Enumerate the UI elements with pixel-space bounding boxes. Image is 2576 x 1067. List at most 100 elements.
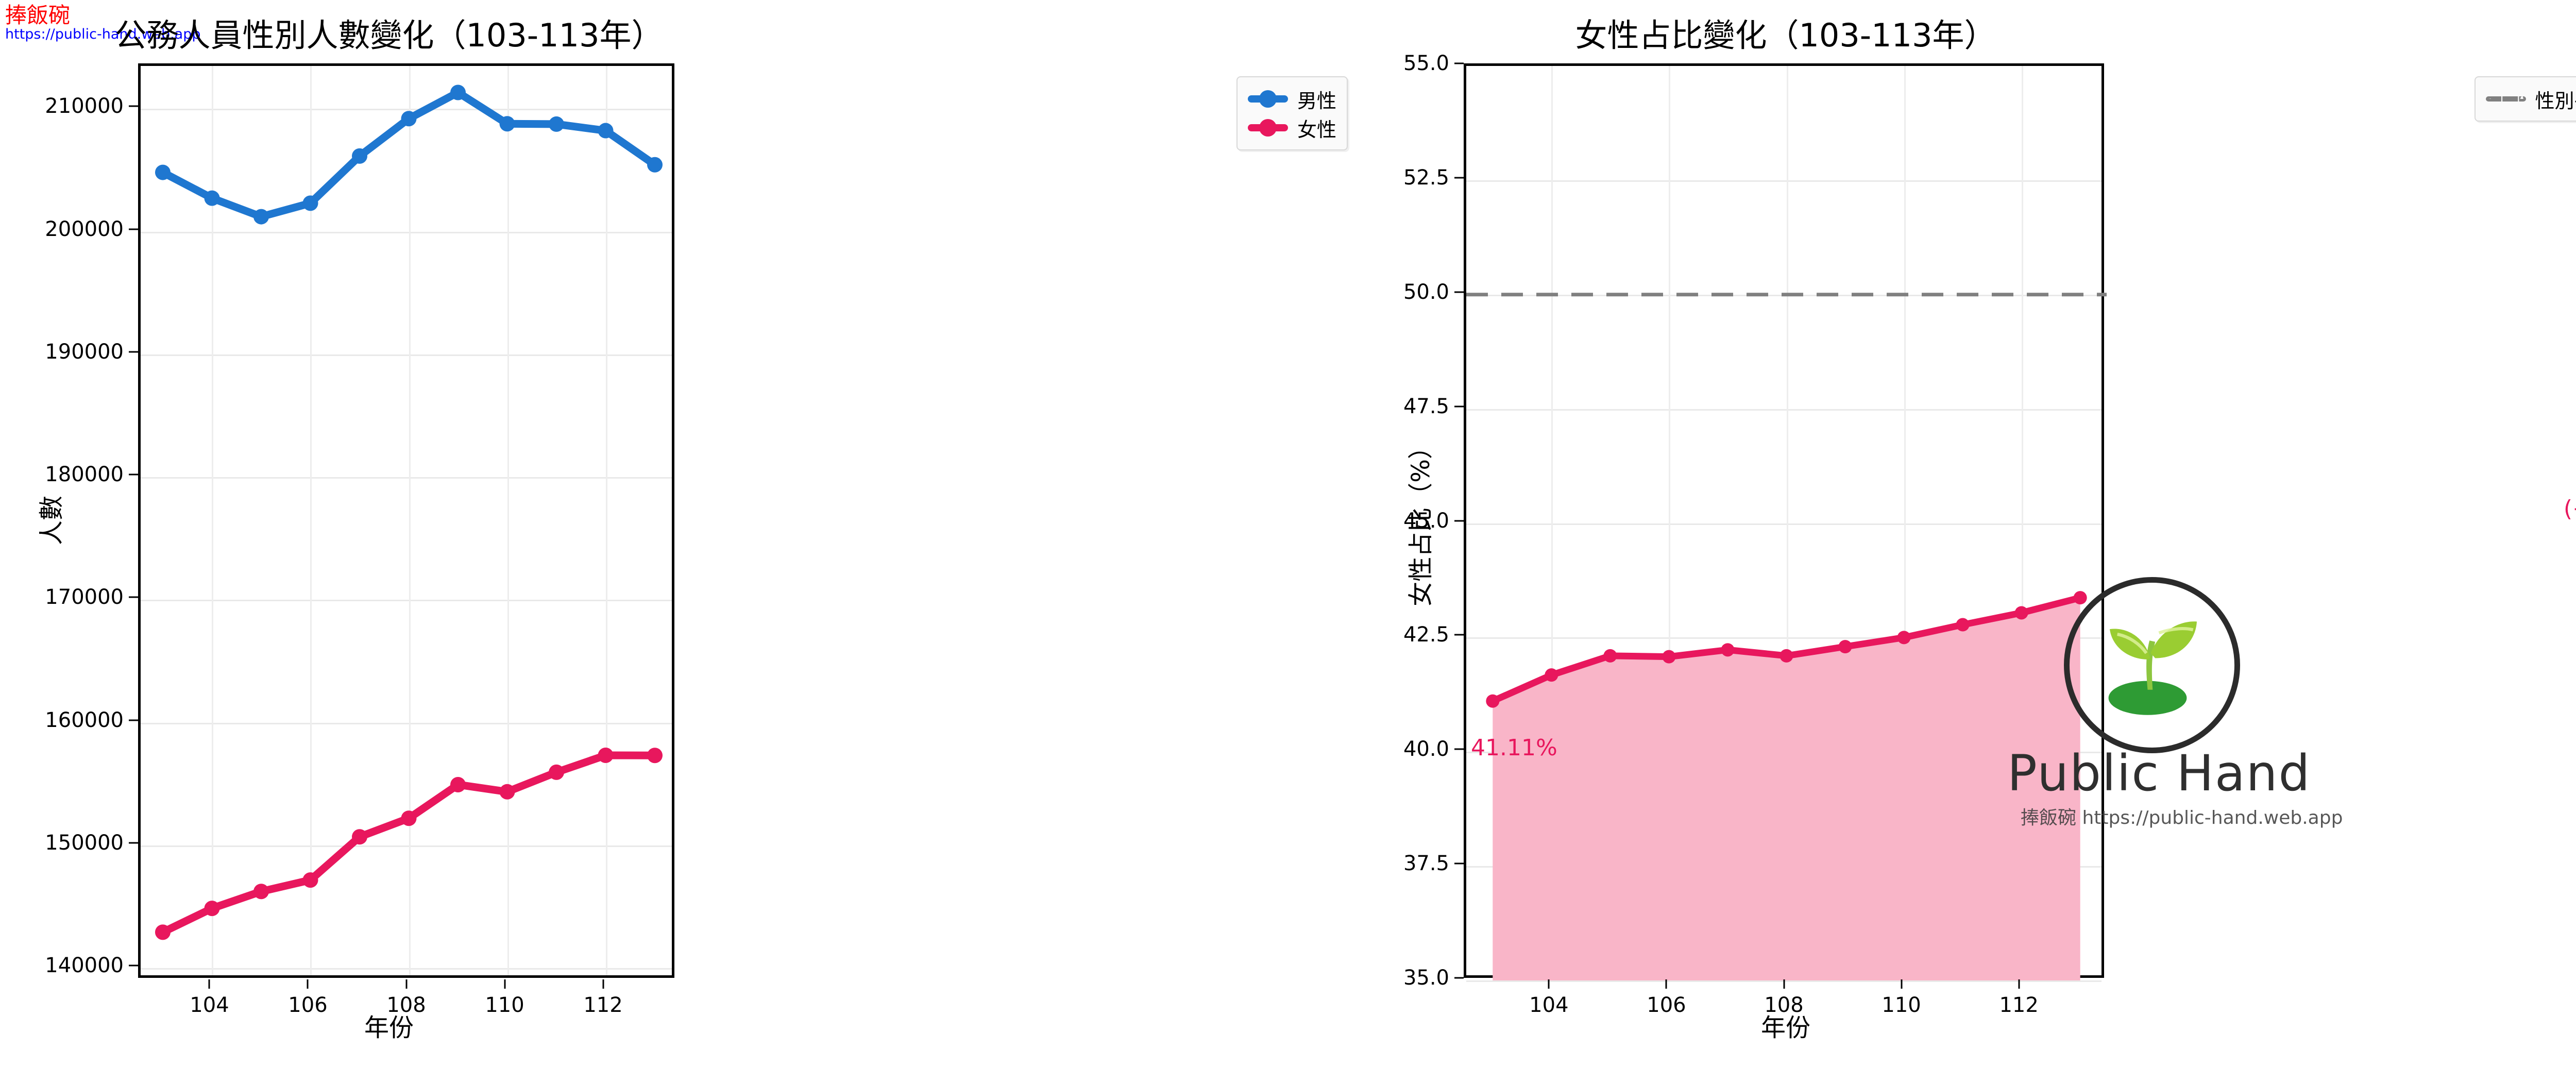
gridline-vertical [1551,66,1553,975]
legend-left[interactable]: 男性 女性 [1236,76,1348,150]
series-layer [155,84,663,940]
data-point-marker[interactable] [1662,650,1676,664]
data-point-marker[interactable] [499,116,515,132]
gridline-vertical [1669,66,1671,975]
data-point-marker[interactable] [155,164,171,180]
legend-swatch-female [1247,119,1288,137]
data-point-marker[interactable] [401,111,417,127]
y-axis-tick-mark [129,964,138,967]
y-axis-tick-label: 42.5 [1403,623,1449,647]
chart-panel-left: 公務人員性別人數變化（103-113年） 140000 150000 160000 1… [37,16,1348,1042]
x-axis-tick-label: 110 [485,993,524,1017]
legend-item-female[interactable]: 女性 [1247,113,1336,142]
x-axis-tick-mark [504,979,505,989]
watermark-circle [2064,577,2240,753]
y-axis-label: 女性占比（%） [1406,434,1435,606]
x-axis-tick-mark [1665,979,1667,989]
data-point-marker[interactable] [1838,640,1852,654]
data-point-marker[interactable] [598,748,614,764]
data-point-marker[interactable] [499,784,515,800]
x-axis-tick-mark [208,979,210,989]
x-axis-tick-mark [2018,979,2020,989]
y-axis-tick-mark [129,719,138,721]
y-axis-tick-label: 170000 [45,585,124,609]
legend-swatch-equality-line [2485,96,2526,101]
x-axis-tick-mark [1548,979,1550,989]
x-axis-tick-label: 106 [288,993,328,1017]
gridline-vertical [2021,66,2023,975]
legend-item-male[interactable]: 男性 [1247,84,1336,113]
y-axis-tick-label: 55.0 [1403,52,1449,75]
y-axis-tick-label: 35.0 [1403,966,1449,990]
x-axis-tick-label: 112 [1999,993,2039,1017]
y-axis-tick-label: 190000 [45,340,124,364]
brand-url: https://public-hand.web.app [5,26,201,43]
data-point-marker[interactable] [1545,668,1558,682]
plot-area-left [138,63,674,978]
annotation-end-value: 43.37% (+2.26個百分點) [2564,469,2576,522]
data-point-marker[interactable] [302,872,318,888]
legend-item-equality-line[interactable]: 性別平等線（50%） [2485,84,2576,113]
x-axis-tick-mark [1783,979,1785,989]
data-point-marker[interactable] [2073,591,2087,605]
gridline-vertical [212,66,214,975]
data-point-marker[interactable] [450,84,466,100]
annotation-start-value: 41.11% [1471,734,1557,761]
data-point-marker[interactable] [253,884,269,900]
y-axis-tick-label: 45.0 [1403,509,1449,533]
data-point-marker[interactable] [549,764,565,780]
data-point-marker[interactable] [204,901,220,917]
data-point-marker[interactable] [351,829,367,845]
y-axis-tick-mark [1454,291,1464,293]
gridline-horizontal [141,231,672,233]
x-axis-tick-label: 110 [1882,993,1921,1017]
y-axis-tick-label: 160000 [45,708,124,732]
y-axis-tick-label: 50.0 [1403,280,1449,304]
data-point-marker[interactable] [450,776,466,792]
y-axis-label: 人數 [37,495,66,546]
data-point-marker[interactable] [2014,606,2028,620]
x-axis-tick-label: 112 [583,993,623,1017]
y-axis-tick-label: 200000 [45,217,124,241]
data-point-marker[interactable] [253,209,269,225]
gridline-horizontal [1466,180,2102,182]
data-point-marker[interactable] [204,190,220,206]
x-axis-tick-label: 106 [1647,993,1686,1017]
data-point-marker[interactable] [549,116,565,132]
y-axis-tick-mark [129,105,138,107]
legend-right[interactable]: 性別平等線（50%） [2474,76,2576,122]
data-point-marker[interactable] [351,148,367,164]
gridline-horizontal [141,354,672,356]
y-axis-tick-mark [1454,520,1464,521]
data-point-marker[interactable] [302,195,318,211]
data-point-marker[interactable] [647,157,663,173]
legend-label-female: 女性 [1297,118,1336,141]
x-axis-tick-label: 108 [1764,993,1804,1017]
y-axis-tick-label: 140000 [45,954,124,978]
y-axis-tick-label: 210000 [45,94,124,118]
data-point-marker[interactable] [155,924,171,940]
data-point-marker[interactable] [1780,649,1793,663]
gridline-horizontal [141,722,672,724]
data-point-marker[interactable] [1956,618,1970,632]
gridline-horizontal [1466,409,2102,411]
gridline-horizontal [141,845,672,847]
brand-name: 捧飯碗 [5,3,71,28]
data-point-marker[interactable] [1897,631,1911,645]
y-axis-tick-mark [1454,177,1464,179]
gridline-vertical [507,66,509,975]
x-axis-tick-mark [602,979,604,989]
data-point-marker[interactable] [1603,649,1617,663]
x-axis-tick-mark [405,979,407,989]
sprout-logo-icon [2108,621,2197,715]
gridline-vertical [310,66,312,975]
data-point-marker[interactable] [401,810,417,826]
data-point-marker[interactable] [1486,694,1500,708]
data-point-marker[interactable] [598,123,614,139]
data-point-marker[interactable] [647,748,663,764]
gridline-horizontal [141,600,672,602]
y-axis-tick-label: 180000 [45,463,124,487]
area-fill-female-share [1493,598,2080,980]
data-point-marker[interactable] [1721,643,1735,657]
